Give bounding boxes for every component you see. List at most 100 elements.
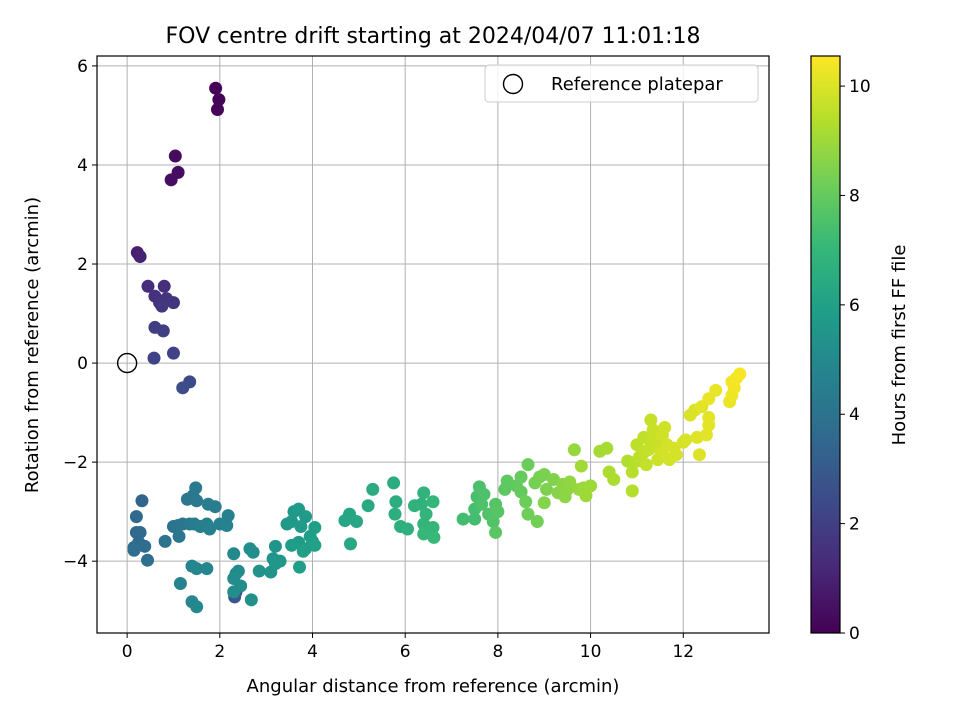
data-point	[244, 593, 258, 607]
data-point	[514, 470, 528, 484]
colorbar-tick-label: 2	[849, 515, 860, 535]
y-tick-label: 6	[77, 57, 88, 77]
data-point	[221, 509, 235, 523]
data-point	[574, 459, 588, 473]
data-point	[294, 520, 308, 534]
data-point	[350, 515, 364, 529]
data-point	[246, 545, 260, 559]
data-point	[600, 441, 614, 455]
data-point	[361, 499, 375, 513]
colorbar-gradient	[811, 56, 840, 633]
plot-frame	[96, 55, 770, 634]
data-point	[607, 472, 621, 486]
data-point	[208, 500, 222, 514]
data-point	[158, 534, 172, 548]
data-point	[489, 525, 503, 539]
data-point	[658, 420, 672, 434]
data-point	[475, 497, 489, 511]
x-tick-label: 4	[307, 642, 318, 662]
legend-label: Reference platepar	[551, 74, 723, 95]
data-point	[147, 351, 161, 365]
data-point	[155, 299, 169, 313]
data-point	[537, 496, 551, 510]
data-point	[639, 458, 653, 472]
data-point	[389, 495, 403, 509]
colorbar-label: Hours from first FF file	[889, 245, 910, 446]
x-axis-label: Angular distance from reference (arcmin)	[247, 676, 620, 697]
data-point	[203, 522, 217, 536]
data-point	[426, 521, 440, 535]
x-tick-label: 6	[400, 642, 411, 662]
data-point	[427, 530, 441, 544]
data-point	[468, 512, 482, 526]
data-point	[293, 560, 307, 574]
data-point	[530, 515, 544, 529]
grid-lines	[97, 56, 769, 633]
x-tick-label: 8	[492, 642, 503, 662]
data-point	[579, 489, 593, 503]
data-point	[679, 433, 693, 447]
data-point	[567, 443, 581, 457]
reference-platepar-marker	[116, 352, 138, 374]
legend-reference-marker	[502, 73, 524, 95]
data-point	[621, 454, 635, 468]
data-point	[477, 487, 491, 501]
data-point	[519, 495, 533, 509]
data-point	[702, 411, 716, 425]
data-point	[138, 539, 152, 553]
legend-box	[484, 64, 759, 103]
data-point	[486, 515, 500, 529]
data-point	[220, 519, 234, 533]
data-point	[401, 522, 415, 536]
x-axis-ticks: 0 2 4 6 8 10 12	[122, 633, 694, 662]
data-point	[200, 562, 214, 576]
data-point	[426, 495, 440, 509]
colorbar-frame	[810, 55, 841, 634]
data-point	[135, 494, 149, 508]
y-tick-label: 0	[77, 354, 88, 374]
data-point	[166, 346, 180, 360]
data-point	[733, 367, 747, 381]
data-point	[141, 279, 155, 293]
colorbar-tick-label: 0	[849, 624, 860, 644]
data-point	[212, 93, 226, 107]
data-point	[173, 576, 187, 590]
data-point	[176, 381, 190, 395]
data-point	[344, 537, 358, 551]
y-axis-ticks: −4 −2 0 2 4 6	[63, 57, 97, 572]
data-point	[387, 476, 401, 490]
chart-title: FOV centre drift starting at 2024/04/07 …	[166, 24, 701, 49]
colorbar-tick-label: 4	[849, 405, 860, 425]
data-point	[166, 296, 180, 310]
scatter-points	[116, 81, 747, 614]
data-point	[388, 507, 402, 521]
y-tick-label: −2	[63, 453, 88, 473]
colorbar-tick-label: 10	[849, 77, 871, 97]
data-point	[299, 510, 313, 524]
data-point	[156, 324, 170, 338]
data-point	[133, 525, 147, 539]
data-point	[709, 383, 723, 397]
data-point	[227, 547, 241, 561]
y-axis-label: Rotation from reference (arcmin)	[22, 197, 43, 493]
data-point	[133, 250, 147, 264]
data-point	[190, 600, 204, 614]
x-tick-label: 10	[580, 642, 602, 662]
data-point	[521, 458, 535, 472]
data-point	[644, 413, 658, 427]
data-point	[366, 482, 380, 496]
data-point	[141, 553, 155, 567]
data-point	[692, 448, 706, 462]
x-tick-label: 0	[122, 642, 133, 662]
x-tick-label: 2	[214, 642, 225, 662]
data-point	[308, 521, 322, 535]
data-point	[669, 448, 683, 462]
colorbar: 0 2 4 6 8 10 Hours from first FF file	[810, 55, 910, 644]
x-tick-label: 12	[672, 642, 694, 662]
data-point	[521, 507, 535, 521]
colorbar-tick-label: 8	[849, 186, 860, 206]
data-point	[285, 538, 299, 552]
data-point	[625, 465, 639, 479]
data-point	[157, 279, 171, 293]
